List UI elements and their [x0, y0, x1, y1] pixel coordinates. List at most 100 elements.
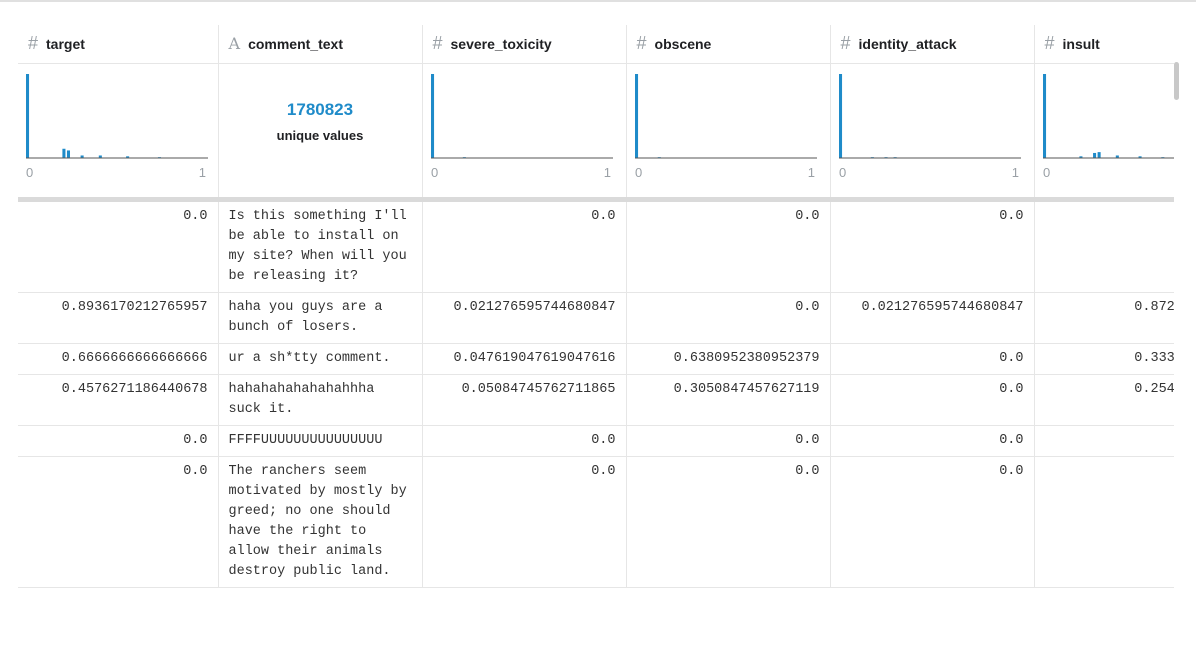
- number-cell: 0.05084745762711865: [422, 374, 627, 426]
- text-cell: The ranchers seem motivated by mostly by…: [218, 456, 423, 588]
- number-cell: [1034, 199, 1174, 293]
- number-cell: 0.0: [830, 343, 1035, 375]
- column-type-icon: #: [28, 33, 39, 53]
- number-cell: 0.0: [830, 456, 1035, 588]
- text-cell: haha you guys are a bunch of losers.: [218, 292, 423, 344]
- axis-max-label: 1: [199, 165, 206, 180]
- histogram-bar: [126, 156, 130, 158]
- column-header[interactable]: # insult: [1034, 25, 1174, 64]
- number-cell: 0.0: [18, 456, 219, 588]
- axis-min-label: 0: [839, 165, 846, 180]
- histogram-bar: [838, 74, 842, 158]
- histogram-bar: [1078, 156, 1082, 158]
- column-name: severe_toxicity: [450, 36, 552, 52]
- column-type-icon: #: [840, 33, 851, 53]
- number-cell: 0.4576271186440678: [18, 374, 219, 426]
- column-summary: 0: [1034, 63, 1174, 202]
- number-cell: 0.0: [18, 425, 219, 457]
- axis-min-label: 0: [431, 165, 438, 180]
- scrollbar[interactable]: [1174, 62, 1179, 100]
- number-cell: [1034, 425, 1174, 457]
- histogram-bar: [1097, 152, 1101, 158]
- histogram: 0: [1042, 74, 1174, 180]
- histogram-bar: [1042, 74, 1046, 158]
- number-cell: 0.0: [626, 456, 831, 588]
- number-cell: 0.0: [626, 199, 831, 293]
- table-row: 0.4576271186440678 hahahahahahahahhha suc…: [18, 374, 1174, 426]
- histogram-bar: [1092, 152, 1096, 158]
- number-cell: [1034, 456, 1174, 588]
- axis-max-label: 1: [807, 165, 814, 180]
- axis-min-label: 0: [26, 165, 33, 180]
- number-cell: 0.2542372881: [1034, 374, 1174, 426]
- histogram-bar: [80, 155, 84, 158]
- number-cell: 0.0: [830, 374, 1035, 426]
- number-cell: 0.6666666666666666: [18, 343, 219, 375]
- column-name: identity_attack: [858, 36, 957, 52]
- text-cell: ur a sh*tty comment.: [218, 343, 423, 375]
- column-name: insult: [1062, 36, 1100, 52]
- column-name: obscene: [654, 36, 712, 52]
- number-cell: 0.6380952380952379: [626, 343, 831, 375]
- axis-max-label: 1: [603, 165, 610, 180]
- column-type-icon: A: [228, 34, 241, 53]
- histogram-bar: [98, 155, 102, 158]
- number-cell: 0.0: [830, 425, 1035, 457]
- table-row: 0.0 Is this something I'll be able to ins…: [18, 199, 1174, 293]
- number-cell: 0.0: [626, 425, 831, 457]
- histogram-bar: [1138, 156, 1142, 158]
- table-row: 0.0 FFFFUUUUUUUUUUUUUUU 0.0 0.0 0.0: [18, 425, 1174, 457]
- column-header[interactable]: # target: [18, 25, 219, 64]
- number-cell: 0.0: [626, 292, 831, 344]
- column-header[interactable]: # obscene: [626, 25, 831, 64]
- histogram-bar: [430, 74, 434, 158]
- histogram-bar: [1115, 155, 1119, 158]
- top-border: [0, 0, 1196, 2]
- number-cell: 0.021276595744680847: [830, 292, 1035, 344]
- number-cell: 0.0: [18, 199, 219, 293]
- table-row: 0.0 The ranchers seem motivated by mostly…: [18, 456, 1174, 588]
- unique-label: unique values: [276, 128, 364, 143]
- axis-min-label: 0: [635, 165, 642, 180]
- column-header[interactable]: # identity_attack: [830, 25, 1035, 64]
- column-name: target: [46, 36, 85, 52]
- text-cell: FFFFUUUUUUUUUUUUUUU: [218, 425, 423, 457]
- number-cell: 0.8723404255: [1034, 292, 1174, 344]
- unique-count: 1780823: [286, 100, 354, 119]
- text-cell: hahahahahahahahhha suck it.: [218, 374, 423, 426]
- number-cell: 0.0: [422, 199, 627, 293]
- table-row: 0.8936170212765957 haha you guys are a bu…: [18, 292, 1174, 344]
- number-cell: 0.8936170212765957: [18, 292, 219, 344]
- table-row: 0.6666666666666666 ur a sh*tty comment. 0.…: [18, 343, 1174, 375]
- column-summary: 1780823 unique values: [218, 63, 423, 202]
- number-cell: 0.0: [422, 425, 627, 457]
- column-header[interactable]: # severe_toxicity: [422, 25, 627, 64]
- text-cell: Is this something I'll be able to instal…: [218, 199, 423, 293]
- axis-max-label: 1: [1011, 165, 1018, 180]
- axis-min-label: 0: [1043, 165, 1050, 180]
- column-type-icon: #: [1044, 33, 1055, 53]
- number-cell: 0.3333333333: [1034, 343, 1174, 375]
- histogram-bar: [66, 150, 70, 158]
- number-cell: 0.0: [422, 456, 627, 588]
- column-name: comment_text: [248, 36, 343, 52]
- number-cell: 0.0: [830, 199, 1035, 293]
- histogram-bar: [634, 74, 638, 158]
- histogram-bar: [62, 148, 66, 158]
- number-cell: 0.021276595744680847: [422, 292, 627, 344]
- number-cell: 0.047619047619047616: [422, 343, 627, 375]
- histogram-bar: [26, 74, 30, 158]
- column-type-icon: #: [636, 33, 647, 53]
- number-cell: 0.3050847457627119: [626, 374, 831, 426]
